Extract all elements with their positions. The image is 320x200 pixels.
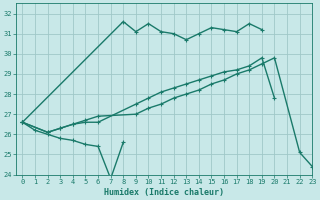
X-axis label: Humidex (Indice chaleur): Humidex (Indice chaleur) [104,188,224,197]
